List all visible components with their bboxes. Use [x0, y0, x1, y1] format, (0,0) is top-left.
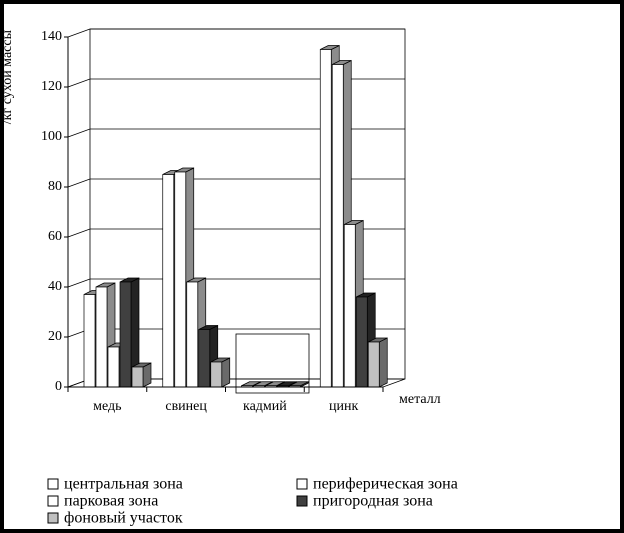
y-tick-label: 120: [41, 79, 62, 94]
bar: [210, 361, 223, 388]
y-tick-label: 20: [48, 329, 62, 344]
bar: [131, 366, 144, 388]
bar: [162, 174, 175, 388]
legend-swatch: [296, 495, 308, 507]
bar: [186, 281, 199, 388]
bar: [355, 296, 368, 388]
legend-label: парковая зона: [64, 493, 158, 510]
grid-line: [67, 128, 91, 138]
x-tick-label: медь: [93, 399, 121, 414]
bar-side: [221, 357, 231, 388]
bar: [198, 329, 211, 388]
y-tick-label: 100: [41, 129, 62, 144]
y-tick-label: 0: [55, 379, 62, 394]
bar: [367, 341, 380, 388]
legend-label: периферическая зона: [313, 476, 458, 493]
legend-swatch: [47, 495, 59, 507]
label-box: [235, 333, 310, 394]
bar: [83, 294, 96, 388]
grid-line: [67, 78, 91, 88]
y-tick-label: 40: [48, 279, 62, 294]
grid-line: [67, 228, 91, 238]
legend-label: пригородная зона: [313, 493, 433, 510]
grid-line: [67, 28, 91, 38]
legend-swatch: [47, 512, 59, 524]
grid-line: [67, 278, 91, 288]
grid-line: [67, 178, 91, 188]
x-tick-label: цинк: [329, 399, 358, 414]
y-tick-label: 80: [48, 179, 62, 194]
bar: [95, 286, 108, 388]
y-tick-label: 60: [48, 229, 62, 244]
legend-swatch: [296, 478, 308, 490]
y-axis-label: /кг сухой массы: [0, 29, 15, 124]
bar: [331, 64, 344, 388]
bar: [119, 281, 132, 388]
bar: [343, 224, 356, 388]
x-tick-label: свинец: [165, 399, 207, 414]
legend-swatch: [47, 478, 59, 490]
bar: [174, 171, 187, 388]
legend-label: центральная зона: [64, 476, 183, 493]
x-tick-label: кадмий: [243, 399, 287, 414]
y-tick-label: 140: [41, 29, 62, 44]
bar: [107, 346, 120, 388]
plot-area: [64, 28, 406, 394]
legend-label: фоновый участок: [64, 510, 183, 527]
x-axis-label: металл: [399, 392, 441, 407]
bar: [319, 49, 332, 388]
bar-side: [378, 337, 388, 388]
